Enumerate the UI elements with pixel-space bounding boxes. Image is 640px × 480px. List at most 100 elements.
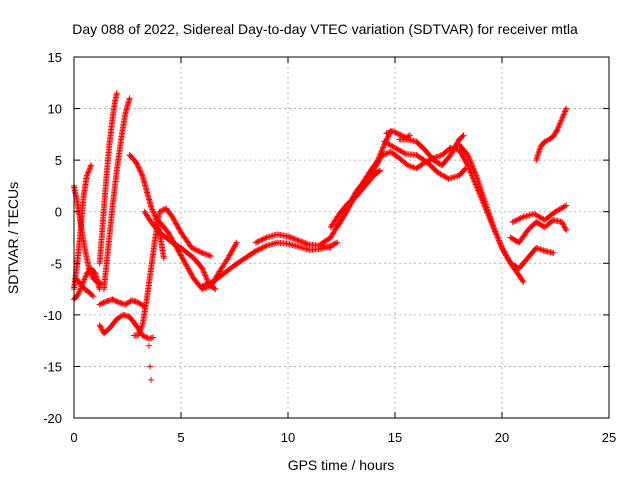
data-point [464,151,471,158]
data-point [553,127,560,134]
data-point [173,221,180,228]
data-point [225,255,232,262]
data-point [290,235,297,242]
data-point [491,227,498,234]
data-point [138,325,145,332]
y-tick-label: 10 [48,102,62,117]
data-point [138,171,145,178]
data-point [195,248,202,255]
data-point [146,363,153,370]
data-point [204,280,211,287]
data-point [229,247,236,254]
data-point [165,229,172,236]
data-point [497,240,504,247]
data-point [151,210,158,217]
data-point [537,246,544,253]
data-point [175,247,182,254]
data-point [559,114,566,121]
data-point [96,301,103,308]
data-point [495,235,502,242]
data-point [376,152,383,159]
data-point [176,226,183,233]
data-point [534,245,541,252]
data-point [540,247,547,254]
data-point [230,246,237,253]
data-point [409,163,416,170]
data-point [258,237,265,244]
data-point [550,249,557,256]
data-point [509,219,516,226]
data-point [179,255,186,262]
data-point [519,214,526,221]
data-point [97,300,104,307]
series-t23 [509,202,570,226]
data-point [541,138,548,145]
data-point [451,145,458,152]
data-point [260,244,267,251]
data-point [174,246,181,253]
data-point [470,165,477,172]
axis-ticks [73,56,610,419]
y-axis-label: SDTVAR / TECUs [5,182,21,294]
data-point [86,165,93,172]
data-point [461,157,468,164]
data-point [135,164,142,171]
data-point [458,150,465,157]
data-point [406,132,413,139]
data-point [460,154,467,161]
data-point [449,149,456,156]
data-point [469,162,476,169]
data-point [470,166,477,173]
data-point [255,246,262,253]
plot-frame [73,56,610,419]
data-point [450,146,457,153]
data-point [198,249,205,256]
data-point [472,169,479,176]
data-point [203,275,210,282]
data-point [286,233,293,240]
data-point [560,111,567,118]
data-point [465,153,472,160]
series-outliers [145,342,155,383]
data-point [341,212,348,219]
data-point [199,249,206,256]
data-point [149,206,156,213]
data-point [494,233,501,240]
data-point [180,256,187,263]
data-point [138,169,145,176]
data-point [99,300,106,307]
data-point [138,323,145,330]
data-point [205,252,212,259]
data-point [135,331,142,338]
data-point [454,139,461,146]
data-point [148,376,155,383]
series-t6 [100,95,133,293]
data-point [169,237,176,244]
data-point [499,244,505,251]
data-point [149,207,156,214]
data-point [297,238,304,245]
data-point [226,252,233,259]
data-point [192,246,199,253]
data-point [375,155,382,162]
data-point [185,265,192,272]
data-point [459,133,466,140]
data-point [85,168,92,175]
data-point [334,239,341,246]
data-point [380,143,387,150]
data-point [262,235,269,242]
data-point [256,237,263,244]
data-point [134,163,141,170]
series-t21 [456,141,557,272]
data-point [172,219,179,226]
data-point [170,216,177,223]
data-point [150,334,157,341]
data-point [82,275,89,282]
data-point [168,234,175,241]
data-point [393,130,400,137]
data-point [231,243,238,250]
data-point [173,243,180,250]
data-point [502,251,509,258]
data-point [83,272,90,279]
